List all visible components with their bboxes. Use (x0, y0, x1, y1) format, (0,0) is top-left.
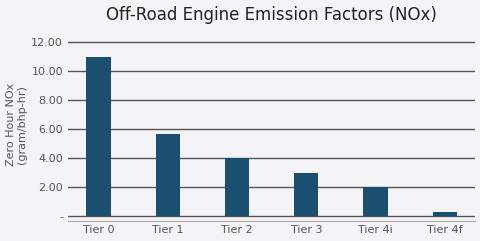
Bar (86, 57, 110, 216)
Bar (294, 173, 318, 216)
Bar (363, 187, 387, 216)
Bar (156, 134, 180, 216)
Title: Off-Road Engine Emission Factors (NOx): Off-Road Engine Emission Factors (NOx) (106, 6, 436, 24)
Y-axis label: Zero Hour NOx
(gram/bhp-hr): Zero Hour NOx (gram/bhp-hr) (6, 83, 27, 166)
Bar (432, 212, 456, 216)
Bar (225, 158, 249, 216)
